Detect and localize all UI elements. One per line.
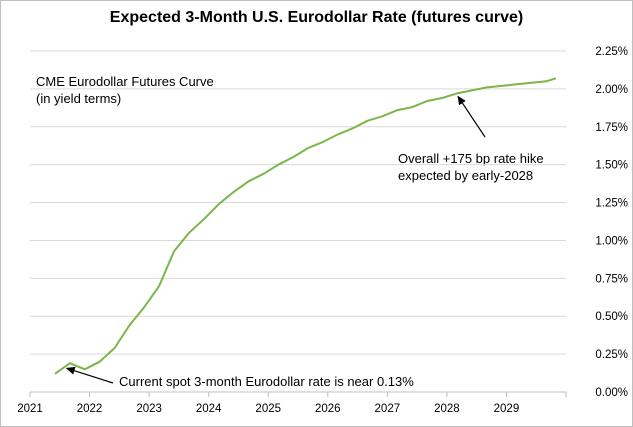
curve-label-line-1: CME Eurodollar Futures Curve bbox=[36, 74, 214, 89]
y-tick-label: 0.25% bbox=[595, 349, 628, 361]
x-tick-label: 2024 bbox=[196, 403, 222, 415]
y-tick-label: 1.75% bbox=[595, 122, 628, 134]
chart-title: Expected 3-Month U.S. Eurodollar Rate (f… bbox=[109, 9, 524, 26]
y-tick-label: 0.75% bbox=[595, 273, 628, 285]
axes: 0.00% 0.25% 0.50% 0.75% 1.00% 1.25% 1.50% 1.75%… bbox=[17, 46, 628, 415]
x-tick-label: 2021 bbox=[17, 403, 43, 415]
curve-label-line-2: (in yield terms) bbox=[36, 91, 122, 106]
x-tick-label: 2027 bbox=[375, 403, 401, 415]
y-tick-label: 0.50% bbox=[595, 311, 628, 323]
hike-arrow bbox=[457, 95, 486, 138]
series-layer bbox=[54, 77, 557, 375]
hike-annotation-line-2: expected by early-2028 bbox=[398, 168, 534, 183]
series-line-0 bbox=[54, 77, 557, 375]
hike-annotation: Overall +175 bp rate hike expected by ea… bbox=[398, 150, 544, 184]
x-tick-label: 2028 bbox=[434, 403, 460, 415]
annotation-arrows bbox=[65, 95, 486, 384]
y-tick-label: 2.25% bbox=[595, 46, 628, 58]
hike-annotation-line-1: Overall +175 bp rate hike bbox=[398, 151, 544, 166]
spot-annotation: Current spot 3-month Eurodollar rate is … bbox=[119, 373, 414, 390]
y-tick-label: 1.00% bbox=[595, 235, 628, 247]
y-tick-label: 2.00% bbox=[595, 84, 628, 96]
y-tick-label: 0.00% bbox=[595, 387, 628, 399]
x-tick-label: 2026 bbox=[315, 403, 341, 415]
spot-arrow bbox=[65, 366, 114, 384]
x-tick-label: 2023 bbox=[136, 403, 162, 415]
y-tick-label: 1.25% bbox=[595, 198, 628, 210]
spot-annotation-line-1: Current spot 3-month Eurodollar rate is … bbox=[119, 374, 414, 389]
curve-label-annotation: CME Eurodollar Futures Curve (in yield t… bbox=[36, 73, 214, 107]
y-tick-label: 1.50% bbox=[595, 160, 628, 172]
x-tick-label: 2029 bbox=[494, 403, 520, 415]
x-tick-label: 2022 bbox=[77, 403, 103, 415]
x-tick-label: 2025 bbox=[255, 403, 281, 415]
gridlines bbox=[30, 50, 566, 355]
